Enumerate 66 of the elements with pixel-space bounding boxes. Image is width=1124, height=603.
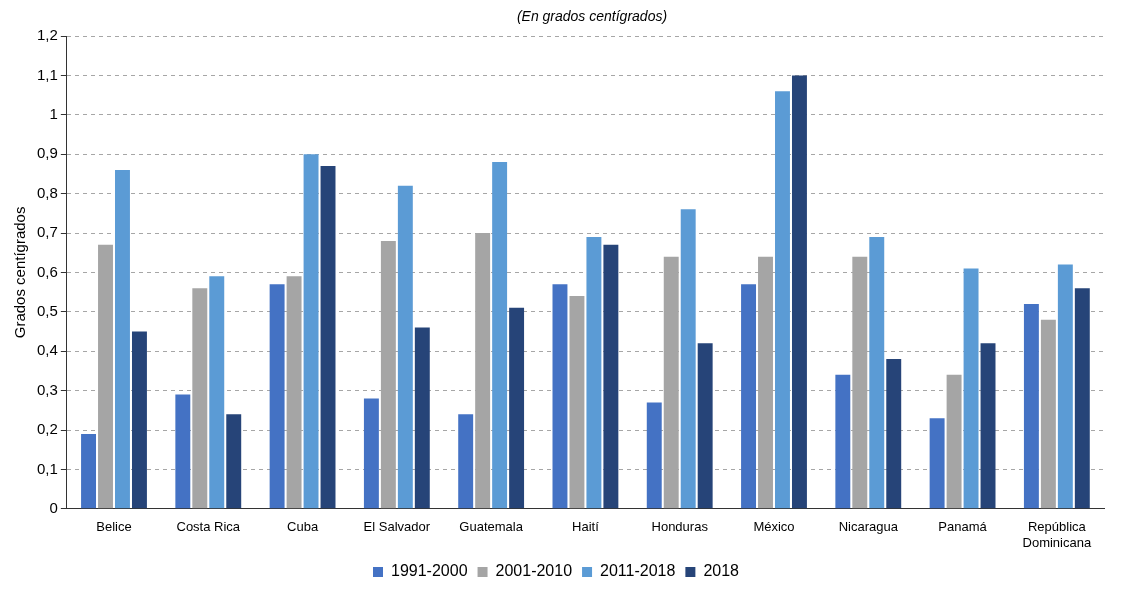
bar <box>586 236 602 509</box>
y-tick-label: 0,9 <box>36 144 58 162</box>
y-tick-label: 1,1 <box>36 65 58 83</box>
y-tick-label: 0,3 <box>36 380 58 398</box>
bar <box>963 268 979 509</box>
y-axis-title: Grados centígrados <box>11 206 29 339</box>
bar <box>697 343 713 509</box>
x-tick-label: Guatemala <box>459 519 524 535</box>
bar <box>131 331 147 509</box>
y-tick-label: 0,7 <box>36 223 58 241</box>
bar <box>929 418 945 509</box>
x-tick-label: República Dominicana <box>1022 519 1092 550</box>
bar <box>81 433 97 509</box>
bar <box>886 359 902 509</box>
x-tick-label: Costa Rica <box>176 519 241 535</box>
bar <box>209 276 225 509</box>
legend-label: 2011-2018 <box>600 562 676 580</box>
chart-subtitle: (En grados centígrados) <box>515 8 669 24</box>
bar <box>603 244 619 509</box>
x-tick-label: Honduras <box>651 519 709 535</box>
bar <box>269 284 285 509</box>
bar <box>1057 264 1073 509</box>
bar <box>363 398 379 509</box>
x-tick-label: Belice <box>96 519 132 535</box>
x-tick-label: Cuba <box>287 519 319 535</box>
legend-label: 2018 <box>703 562 740 580</box>
bar <box>115 169 130 509</box>
y-tick-label: 0,8 <box>36 183 58 201</box>
bar <box>509 307 525 509</box>
bar <box>835 374 851 509</box>
bar <box>414 327 430 509</box>
bar <box>552 284 568 509</box>
x-tick-label: El Salvador <box>363 519 431 535</box>
y-tick-label: 1 <box>49 104 58 122</box>
bar <box>569 296 585 509</box>
bar <box>791 75 807 509</box>
bar <box>175 394 191 509</box>
bar <box>397 185 413 509</box>
bar <box>458 414 474 509</box>
y-tick-label: 0 <box>49 498 58 516</box>
legend-label: 2001-2010 <box>495 562 573 580</box>
y-tick-label: 0,5 <box>36 301 58 319</box>
bar <box>303 154 319 509</box>
bar <box>646 402 662 509</box>
bar <box>741 284 757 509</box>
bar <box>680 209 696 509</box>
y-tick-label: 0,6 <box>36 262 58 280</box>
bar <box>492 162 508 509</box>
y-tick-label: 0,1 <box>36 459 58 477</box>
bar <box>775 91 790 509</box>
x-tick-label: Haití <box>572 519 600 535</box>
bar <box>980 343 996 509</box>
bar <box>1040 319 1056 509</box>
bar <box>1023 303 1039 509</box>
x-tick-label: México <box>753 519 795 535</box>
y-tick-label: 0,4 <box>36 341 58 359</box>
x-tick-label: Panamá <box>938 519 988 535</box>
bar <box>320 166 336 509</box>
bar <box>1074 288 1090 509</box>
legend-label: 1991-2000 <box>391 562 468 580</box>
bar <box>226 414 242 509</box>
y-tick-label: 0,2 <box>36 420 58 438</box>
bar <box>869 236 885 509</box>
x-tick-label: Nicaragua <box>838 519 899 535</box>
bar <box>98 244 113 509</box>
y-tick-label: 1,2 <box>36 26 58 44</box>
